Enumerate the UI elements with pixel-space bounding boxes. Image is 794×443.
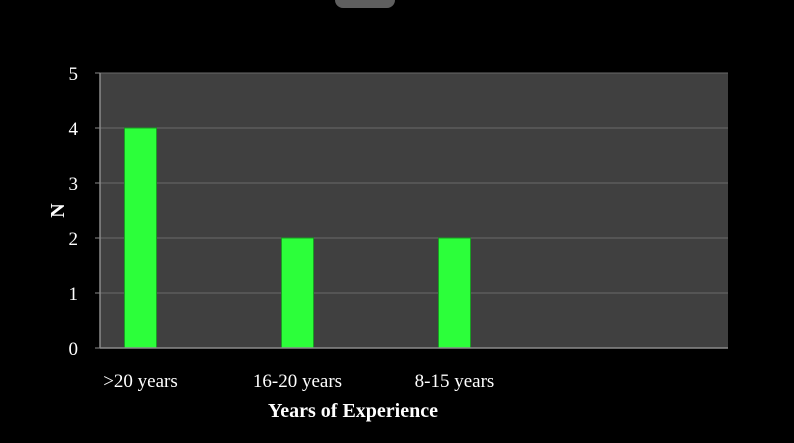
bar: [438, 237, 471, 349]
y-axis-label: N: [47, 203, 69, 218]
bar: [281, 237, 314, 349]
y-tick-label: 4: [69, 119, 79, 140]
y-tick-label: 3: [69, 174, 79, 195]
y-tick-label: 5: [69, 64, 79, 85]
y-tick-label: 0: [69, 339, 79, 360]
y-tick-label: 1: [69, 284, 79, 305]
x-tick-label: 8-15 years: [415, 371, 495, 392]
plot-area: [100, 73, 728, 348]
bar: [124, 127, 157, 349]
x-tick-label: >20 years: [103, 371, 178, 392]
x-tick-labels: >20 years 16-20 years 8-15 years: [103, 371, 494, 392]
x-tick-label: 16-20 years: [253, 371, 342, 392]
y-tick-label: 2: [69, 229, 79, 250]
y-tick-labels: 0 1 2 3 4 5: [69, 64, 79, 360]
bars: [124, 127, 471, 349]
axes: [95, 72, 728, 349]
x-axis-label: Years of Experience: [268, 400, 438, 422]
top-edge-artifact: [335, 0, 395, 8]
